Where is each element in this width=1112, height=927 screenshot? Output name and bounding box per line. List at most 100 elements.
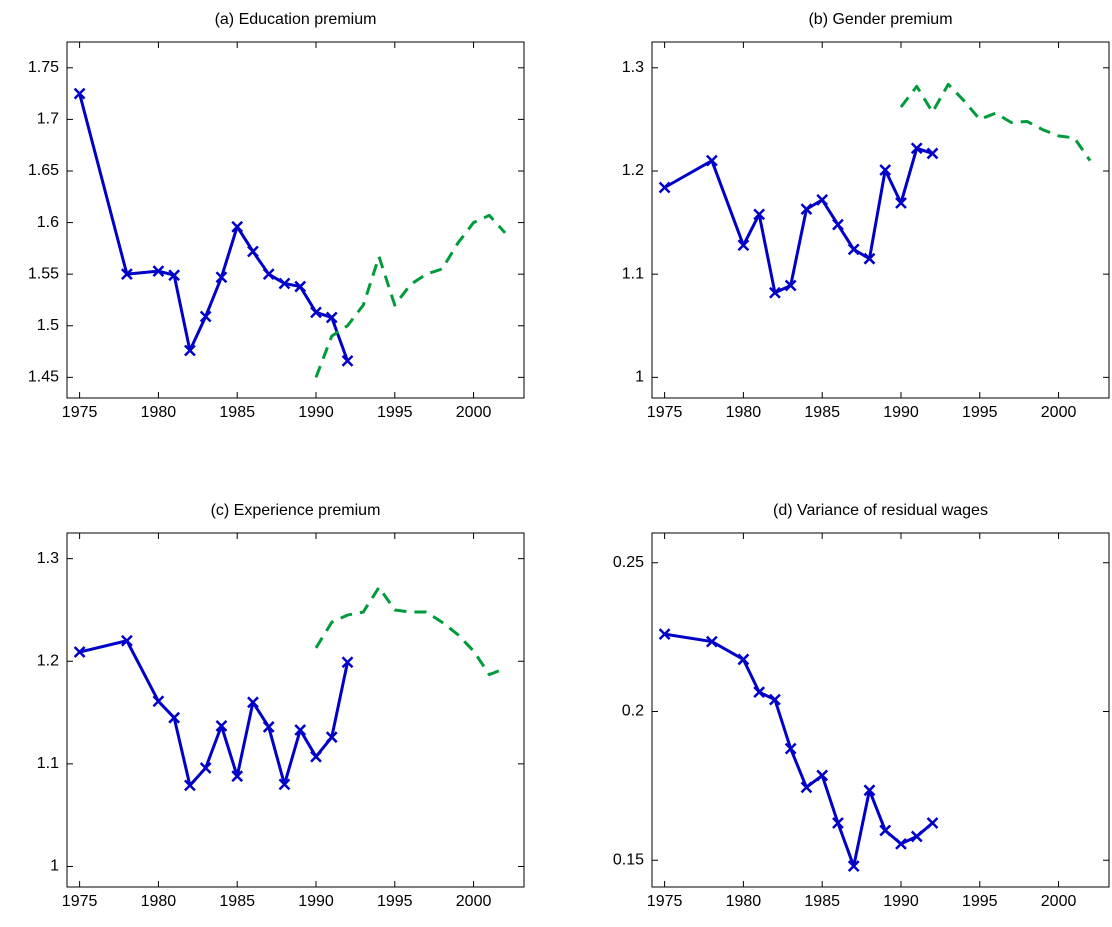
chart-title: (c) Experience premium [211, 502, 381, 519]
point-marker [294, 280, 307, 293]
y-tick-label: 1.3 [37, 550, 59, 567]
point-marker [247, 245, 259, 258]
point-marker [705, 635, 718, 648]
point-marker [879, 824, 892, 837]
point-marker [910, 142, 923, 155]
x-tick-label: 2000 [456, 404, 492, 421]
x-tick-label: 1975 [62, 404, 98, 421]
x-tick-label: 1995 [962, 893, 998, 910]
point-marker [120, 634, 133, 647]
x-tick-label: 1990 [298, 404, 334, 421]
point-marker [120, 268, 133, 281]
x-tick-label: 1985 [219, 893, 255, 910]
chart-panel: (d) Variance of residual wages 1975 1980 19… [613, 502, 1110, 910]
point-marker [310, 306, 322, 319]
plot-frame [651, 41, 1110, 399]
point-marker [926, 817, 939, 829]
x-tick-label: 2000 [1041, 893, 1077, 910]
x-tick-label: 2000 [456, 893, 492, 910]
point-marker [769, 286, 781, 299]
series-line [79, 639, 349, 787]
point-marker [247, 696, 259, 709]
point-marker [832, 218, 844, 231]
plot-frame [66, 532, 525, 888]
point-marker [832, 817, 844, 829]
point-marker [341, 354, 354, 367]
series-line [78, 93, 349, 362]
point-marker [325, 311, 338, 324]
x-tick-label: 1975 [647, 893, 683, 910]
point-marker [879, 164, 892, 176]
point-marker [231, 220, 244, 233]
series-line [314, 585, 506, 677]
y-tick-label: 0.25 [613, 554, 644, 571]
point-marker [184, 344, 196, 357]
point-marker [737, 653, 750, 666]
x-tick-label: 1980 [726, 893, 762, 910]
point-marker [152, 265, 165, 277]
point-marker [800, 203, 813, 216]
y-tick-label: 1.5 [37, 317, 59, 334]
x-tick-label: 1995 [962, 404, 998, 421]
x-tick-label: 1985 [804, 893, 840, 910]
point-marker [753, 208, 766, 221]
point-marker [658, 628, 671, 641]
y-tick-label: 0.2 [622, 703, 644, 720]
chart-title: (b) Gender premium [808, 11, 952, 28]
point-marker [199, 310, 212, 323]
point-marker [816, 769, 829, 782]
point-marker [910, 830, 923, 843]
point-marker [863, 784, 876, 797]
point-marker [753, 686, 766, 699]
chart-title: (d) Variance of residual wages [773, 502, 988, 519]
point-marker [168, 269, 181, 282]
point-marker [737, 239, 750, 252]
x-tick-label: 1985 [804, 404, 840, 421]
y-tick-label: 1.65 [28, 162, 59, 179]
point-marker [784, 279, 797, 292]
point-marker [784, 742, 797, 755]
point-marker [73, 87, 86, 100]
plot-frame [66, 41, 525, 399]
point-marker [168, 711, 181, 724]
y-tick-label: 1.75 [28, 59, 59, 76]
chart-panel: (b) Gender premium 1975 1980 1985 1990 1995 20… [622, 11, 1110, 421]
point-marker [847, 860, 860, 873]
y-tick-label: 1.3 [622, 59, 644, 76]
y-tick-label: 1 [50, 858, 59, 875]
y-tick-label: 0.15 [613, 851, 644, 868]
chart-title: (a) Education premium [215, 11, 377, 28]
point-marker [231, 770, 244, 783]
x-tick-label: 1975 [647, 404, 683, 421]
chart-panel: (c) Experience premium 1975 1980 1985 1990 19… [37, 502, 525, 910]
point-marker [341, 656, 354, 669]
x-tick-label: 1980 [141, 404, 177, 421]
point-marker [278, 277, 291, 290]
y-tick-label: 1 [635, 369, 644, 386]
x-tick-label: 1995 [377, 404, 413, 421]
y-tick-label: 1.2 [622, 162, 644, 179]
point-marker [215, 720, 228, 732]
point-marker [847, 243, 860, 256]
x-tick-label: 2000 [1041, 404, 1077, 421]
point-marker [184, 779, 196, 792]
point-marker [215, 271, 228, 284]
point-marker [863, 252, 876, 265]
chart-panel: (a) Education premium 1975 1980 1985 1990 199… [28, 11, 525, 421]
x-tick-label: 1990 [298, 893, 334, 910]
x-tick-label: 1975 [62, 893, 98, 910]
point-marker [658, 181, 671, 194]
point-marker [152, 695, 165, 708]
point-marker [73, 646, 86, 658]
point-marker [816, 193, 829, 206]
point-marker [926, 147, 939, 160]
point-marker [199, 762, 212, 774]
point-marker [294, 724, 307, 736]
y-tick-label: 1.55 [28, 265, 59, 282]
point-marker [278, 778, 291, 791]
x-tick-label: 1980 [141, 893, 177, 910]
x-tick-label: 1985 [219, 404, 255, 421]
point-marker [895, 197, 907, 209]
point-marker [325, 731, 338, 744]
